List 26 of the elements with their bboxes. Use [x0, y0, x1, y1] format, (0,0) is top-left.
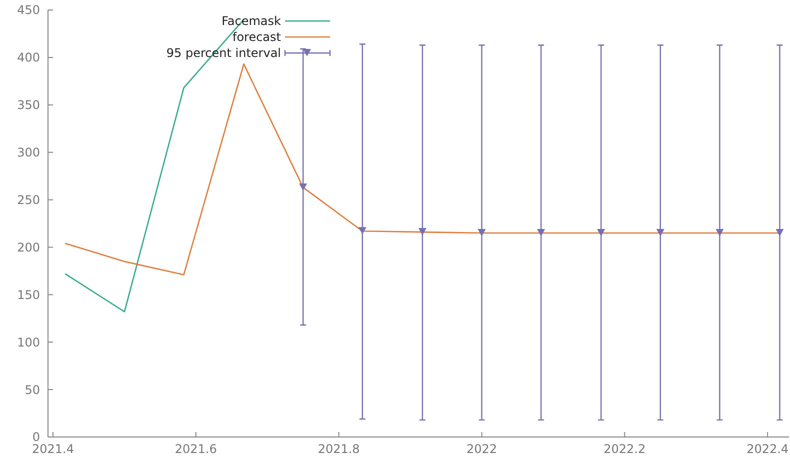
y-tick-label: 100 [17, 335, 40, 350]
y-tick-label: 450 [17, 3, 40, 18]
point [478, 228, 486, 236]
y-tick-label: 150 [17, 288, 40, 302]
x-tick-label: 2022.4 [746, 442, 789, 456]
x-tick-label: 2022.2 [604, 442, 646, 456]
point [776, 228, 784, 236]
y-tick-label: 200 [17, 240, 40, 254]
x-tick-label: 2022 [466, 442, 498, 456]
point [358, 227, 366, 234]
y-tick-label: 50 [24, 382, 40, 397]
point [299, 183, 308, 191]
y-tick-label: 300 [17, 146, 40, 160]
x-tick-label: 2021.8 [318, 442, 360, 456]
x-tick-label: 2021.4 [32, 442, 74, 456]
point [716, 228, 724, 236]
x-tick-label: 2021.6 [174, 442, 217, 456]
point [537, 228, 546, 236]
y-tick-label: 250 [17, 192, 40, 207]
legend-label: forecast [232, 30, 282, 44]
point [597, 228, 606, 236]
point [656, 228, 664, 236]
y-tick-label: 400 [17, 50, 40, 65]
y-tick-label: 0 [32, 430, 40, 444]
y-tick-label: 350 [17, 98, 40, 112]
point [418, 228, 426, 236]
